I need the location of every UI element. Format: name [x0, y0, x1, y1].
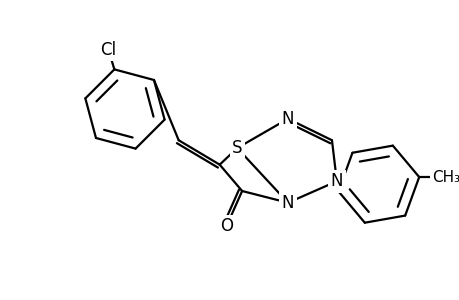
Text: O: O [219, 217, 233, 235]
Text: N: N [281, 194, 294, 212]
Text: N: N [281, 110, 294, 128]
Text: Cl: Cl [100, 41, 116, 59]
Text: N: N [330, 172, 342, 190]
Text: CH₃: CH₃ [431, 169, 459, 184]
Text: S: S [231, 139, 242, 157]
